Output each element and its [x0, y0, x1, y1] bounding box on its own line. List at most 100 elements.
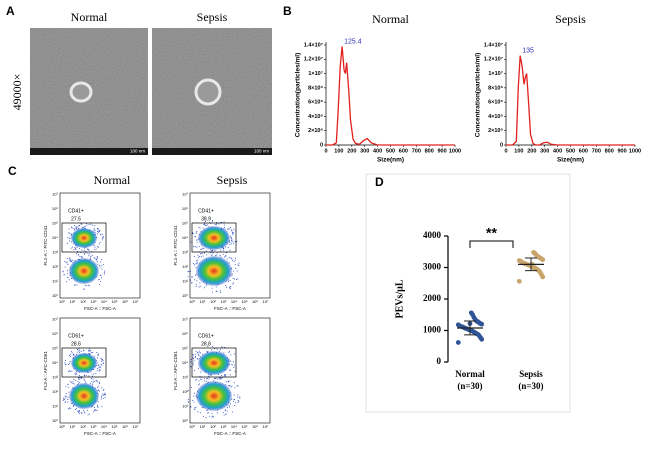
event-dot [214, 348, 216, 350]
event-dot [75, 371, 77, 373]
event-dot [229, 287, 231, 289]
event-dot [203, 223, 205, 225]
x-tick-label: 10⁰ [59, 299, 65, 304]
event-dot [100, 274, 102, 276]
event-dot [224, 256, 226, 258]
event-dot [80, 412, 82, 414]
event-dot [210, 250, 212, 252]
event-dot [79, 413, 81, 415]
event-dot [96, 404, 98, 406]
event-dot [69, 407, 71, 409]
event-dot [232, 241, 234, 243]
event-dot [70, 355, 72, 357]
event-dot [231, 258, 233, 260]
event-dot [89, 382, 91, 384]
x-axis-label: FSC-A :: FSC-A [84, 306, 116, 311]
event-dot [206, 412, 208, 414]
event-dot [191, 276, 193, 278]
category-label: Sepsis [519, 369, 543, 379]
event-dot [94, 409, 96, 411]
event-dot [64, 398, 66, 400]
y-tick-label: 10⁷ [182, 192, 188, 197]
event-dot [234, 405, 236, 407]
gate-label: CD61+ [68, 333, 84, 339]
event-dot [101, 406, 103, 408]
event-dot [197, 358, 199, 360]
nta-line [326, 46, 455, 146]
event-dot [71, 370, 73, 372]
event-dot [83, 378, 85, 380]
y-tick-label: 10⁷ [52, 192, 58, 197]
y-tick-label: 10² [182, 389, 188, 394]
event-dot [85, 374, 87, 376]
event-dot [226, 252, 228, 254]
event-dot [195, 351, 197, 353]
event-dot [197, 354, 199, 356]
event-dot [190, 270, 192, 272]
x-tick-label: 10³ [91, 424, 97, 429]
event-dot [216, 290, 218, 292]
event-dot [82, 227, 84, 229]
event-dot [222, 253, 224, 255]
event-dot [96, 387, 98, 389]
event-dot [62, 399, 64, 401]
event-dot [99, 266, 101, 268]
event-dot [63, 398, 65, 400]
event-dot [97, 364, 99, 366]
event-dot [69, 240, 71, 242]
event-dot [190, 280, 192, 282]
event-dot [198, 227, 200, 229]
panel-label: D [375, 175, 384, 189]
y-tick-label: 3000 [423, 262, 442, 272]
error-bar [525, 257, 537, 272]
event-dot [229, 369, 231, 371]
event-dot [195, 283, 197, 285]
event-dot [206, 224, 208, 226]
event-dot [224, 374, 226, 376]
event-dot [97, 381, 99, 383]
event-dot [192, 354, 194, 356]
event-dot [66, 242, 68, 244]
y-tick-label: 10⁵ [52, 346, 58, 351]
y-tick-label: 2×10⁶ [488, 128, 503, 134]
event-dot [230, 229, 232, 231]
event-dot [75, 225, 77, 227]
event-dot [71, 246, 73, 248]
event-dot [194, 408, 196, 410]
event-dot [190, 366, 192, 368]
y-tick-label: 10⁶ [182, 331, 188, 336]
event-dot [68, 232, 70, 234]
event-dot [193, 395, 195, 397]
event-dot [229, 384, 231, 386]
x-tick-label: 100 [514, 148, 523, 154]
event-dot [213, 416, 215, 418]
event-dot [196, 280, 198, 282]
plot-frame [59, 192, 141, 299]
event-dot [232, 283, 234, 285]
event-dot [216, 378, 218, 380]
y-axis-label: PEVs/μL [394, 279, 405, 318]
data-point [455, 340, 461, 345]
event-dot [79, 349, 81, 351]
event-dot [226, 410, 228, 412]
event-dot [74, 228, 76, 230]
event-dot [197, 411, 199, 413]
event-dot [206, 410, 208, 412]
event-dot [217, 412, 219, 414]
event-dot [79, 382, 81, 384]
event-dot [65, 359, 67, 361]
event-dot [84, 225, 86, 227]
event-dot [62, 271, 64, 273]
event-dot [195, 274, 197, 276]
event-dot [233, 366, 235, 368]
y-axis-label: FL3-A :: APC-CD61 [43, 350, 48, 390]
y-tick-label: 10⁵ [182, 346, 188, 351]
gate-percent: 38.9 [201, 216, 211, 222]
event-dot [198, 354, 200, 356]
event-dot [237, 400, 239, 402]
event-dot [101, 358, 103, 360]
x-tick-label: 500 [386, 148, 395, 154]
event-dot [68, 228, 70, 230]
event-dot [219, 377, 221, 379]
event-dot [237, 396, 239, 398]
